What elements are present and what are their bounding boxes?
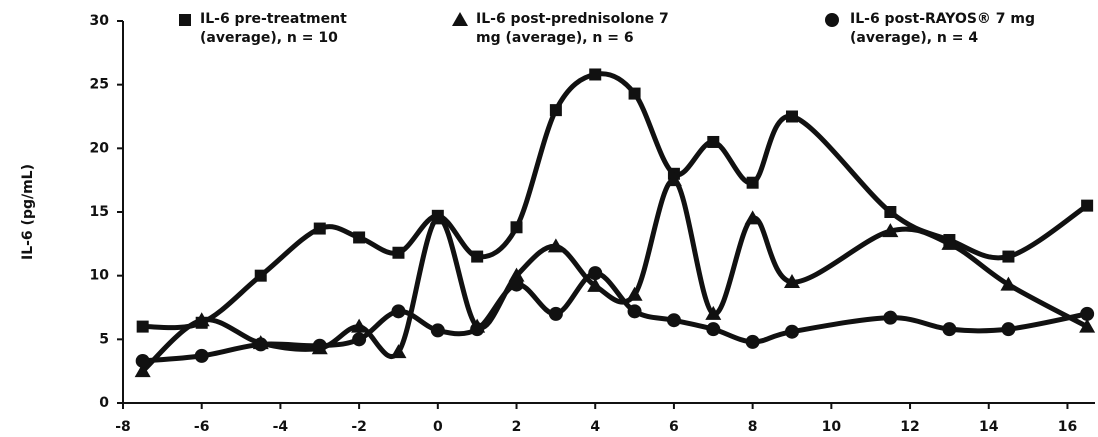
marker <box>351 318 368 333</box>
marker <box>627 304 642 319</box>
marker <box>430 323 445 338</box>
marker <box>589 68 602 81</box>
marker <box>312 338 327 353</box>
legend-label: IL-6 pre-treatment (average), n = 10 <box>200 11 347 46</box>
marker <box>549 104 562 117</box>
marker <box>429 210 446 225</box>
marker <box>1001 322 1016 337</box>
legend-marker <box>179 14 191 26</box>
x-tick-label: -2 <box>351 419 367 435</box>
y-tick-label: 25 <box>90 77 109 93</box>
marker <box>666 313 681 328</box>
marker <box>1002 250 1015 263</box>
marker <box>392 246 405 259</box>
marker <box>193 312 210 327</box>
marker <box>746 176 759 189</box>
x-tick-label: -8 <box>115 419 131 435</box>
marker <box>882 223 899 238</box>
legend-label: IL-6 post-prednisolone 7 mg (average), n… <box>476 11 669 46</box>
marker <box>785 110 798 123</box>
y-tick-label: 20 <box>90 140 110 156</box>
marker <box>587 277 604 292</box>
marker <box>706 322 721 337</box>
marker <box>353 231 366 244</box>
marker <box>665 172 682 187</box>
x-tick-label: 0 <box>433 419 443 435</box>
marker <box>136 320 149 333</box>
marker <box>547 238 564 253</box>
marker <box>884 206 897 218</box>
x-tick-label: 2 <box>512 419 522 435</box>
y-tick-label: 5 <box>99 331 109 347</box>
marker <box>883 310 898 325</box>
marker <box>942 322 957 337</box>
y-tick-label: 15 <box>90 204 109 220</box>
y-tick-label: 10 <box>90 268 110 284</box>
y-tick-label: 0 <box>99 395 109 411</box>
marker <box>470 322 485 337</box>
marker <box>784 324 799 339</box>
marker <box>134 363 151 378</box>
marker <box>194 348 209 363</box>
marker <box>1080 306 1095 321</box>
x-tick-label: 12 <box>900 419 919 435</box>
marker <box>1000 276 1017 291</box>
marker <box>390 344 407 359</box>
x-tick-label: 14 <box>979 419 999 435</box>
marker <box>1079 318 1096 333</box>
x-tick-label: 10 <box>822 419 842 435</box>
x-tick-label: -4 <box>273 419 289 435</box>
x-tick-label: 6 <box>669 419 679 435</box>
marker <box>783 274 800 289</box>
x-tick-label: 4 <box>590 419 600 435</box>
marker <box>510 221 523 234</box>
marker <box>548 306 563 321</box>
marker <box>745 334 760 349</box>
marker <box>254 269 267 282</box>
marker <box>1081 199 1094 212</box>
marker <box>626 286 643 301</box>
marker <box>313 222 326 235</box>
marker <box>508 267 525 282</box>
marker <box>588 266 603 281</box>
x-tick-label: 16 <box>1058 419 1077 435</box>
marker <box>253 337 268 352</box>
marker <box>941 235 958 250</box>
marker <box>135 353 150 368</box>
marker <box>628 87 641 100</box>
marker <box>744 210 761 225</box>
legend-marker <box>825 13 839 27</box>
marker <box>352 332 367 347</box>
marker <box>471 250 484 263</box>
x-tick-label: 8 <box>748 419 758 435</box>
marker <box>705 305 722 320</box>
y-tick-label: 30 <box>90 13 110 29</box>
marker <box>391 304 406 319</box>
marker <box>707 135 720 148</box>
x-tick-label: -6 <box>194 419 210 435</box>
marker <box>509 277 524 292</box>
legend-marker <box>452 12 468 26</box>
y-axis-label: IL-6 (pg/mL) <box>20 164 36 260</box>
legend-label: IL-6 post-RAYOS® 7 mg (average), n = 4 <box>850 11 1036 46</box>
